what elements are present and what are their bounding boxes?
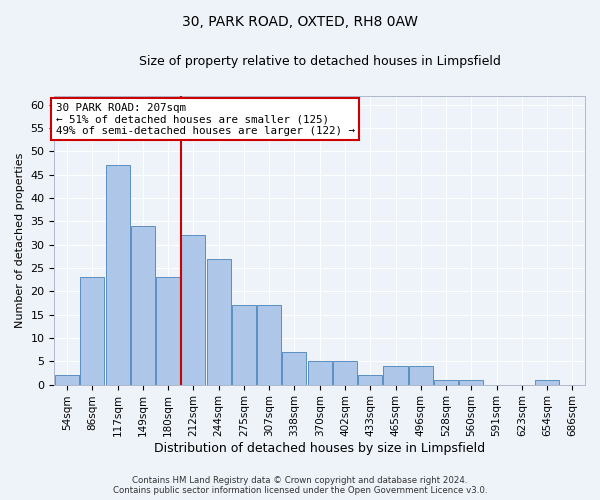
Bar [434,380,458,384]
Y-axis label: Number of detached properties: Number of detached properties [15,152,25,328]
Bar [459,380,484,384]
Bar [257,306,281,384]
Text: 30, PARK ROAD, OXTED, RH8 0AW: 30, PARK ROAD, OXTED, RH8 0AW [182,15,418,29]
Bar [283,352,307,384]
Title: Size of property relative to detached houses in Limpsfield: Size of property relative to detached ho… [139,55,500,68]
Bar [535,380,559,384]
Bar [232,306,256,384]
Bar [409,366,433,384]
Bar [333,362,357,384]
Bar [206,258,230,384]
Bar [80,278,104,384]
Bar [106,166,130,384]
Bar [383,366,407,384]
Bar [181,236,205,384]
Bar [131,226,155,384]
X-axis label: Distribution of detached houses by size in Limpsfield: Distribution of detached houses by size … [154,442,485,455]
Bar [358,376,382,384]
Text: 30 PARK ROAD: 207sqm
← 51% of detached houses are smaller (125)
49% of semi-deta: 30 PARK ROAD: 207sqm ← 51% of detached h… [56,102,355,136]
Text: Contains HM Land Registry data © Crown copyright and database right 2024.
Contai: Contains HM Land Registry data © Crown c… [113,476,487,495]
Bar [55,376,79,384]
Bar [156,278,180,384]
Bar [308,362,332,384]
